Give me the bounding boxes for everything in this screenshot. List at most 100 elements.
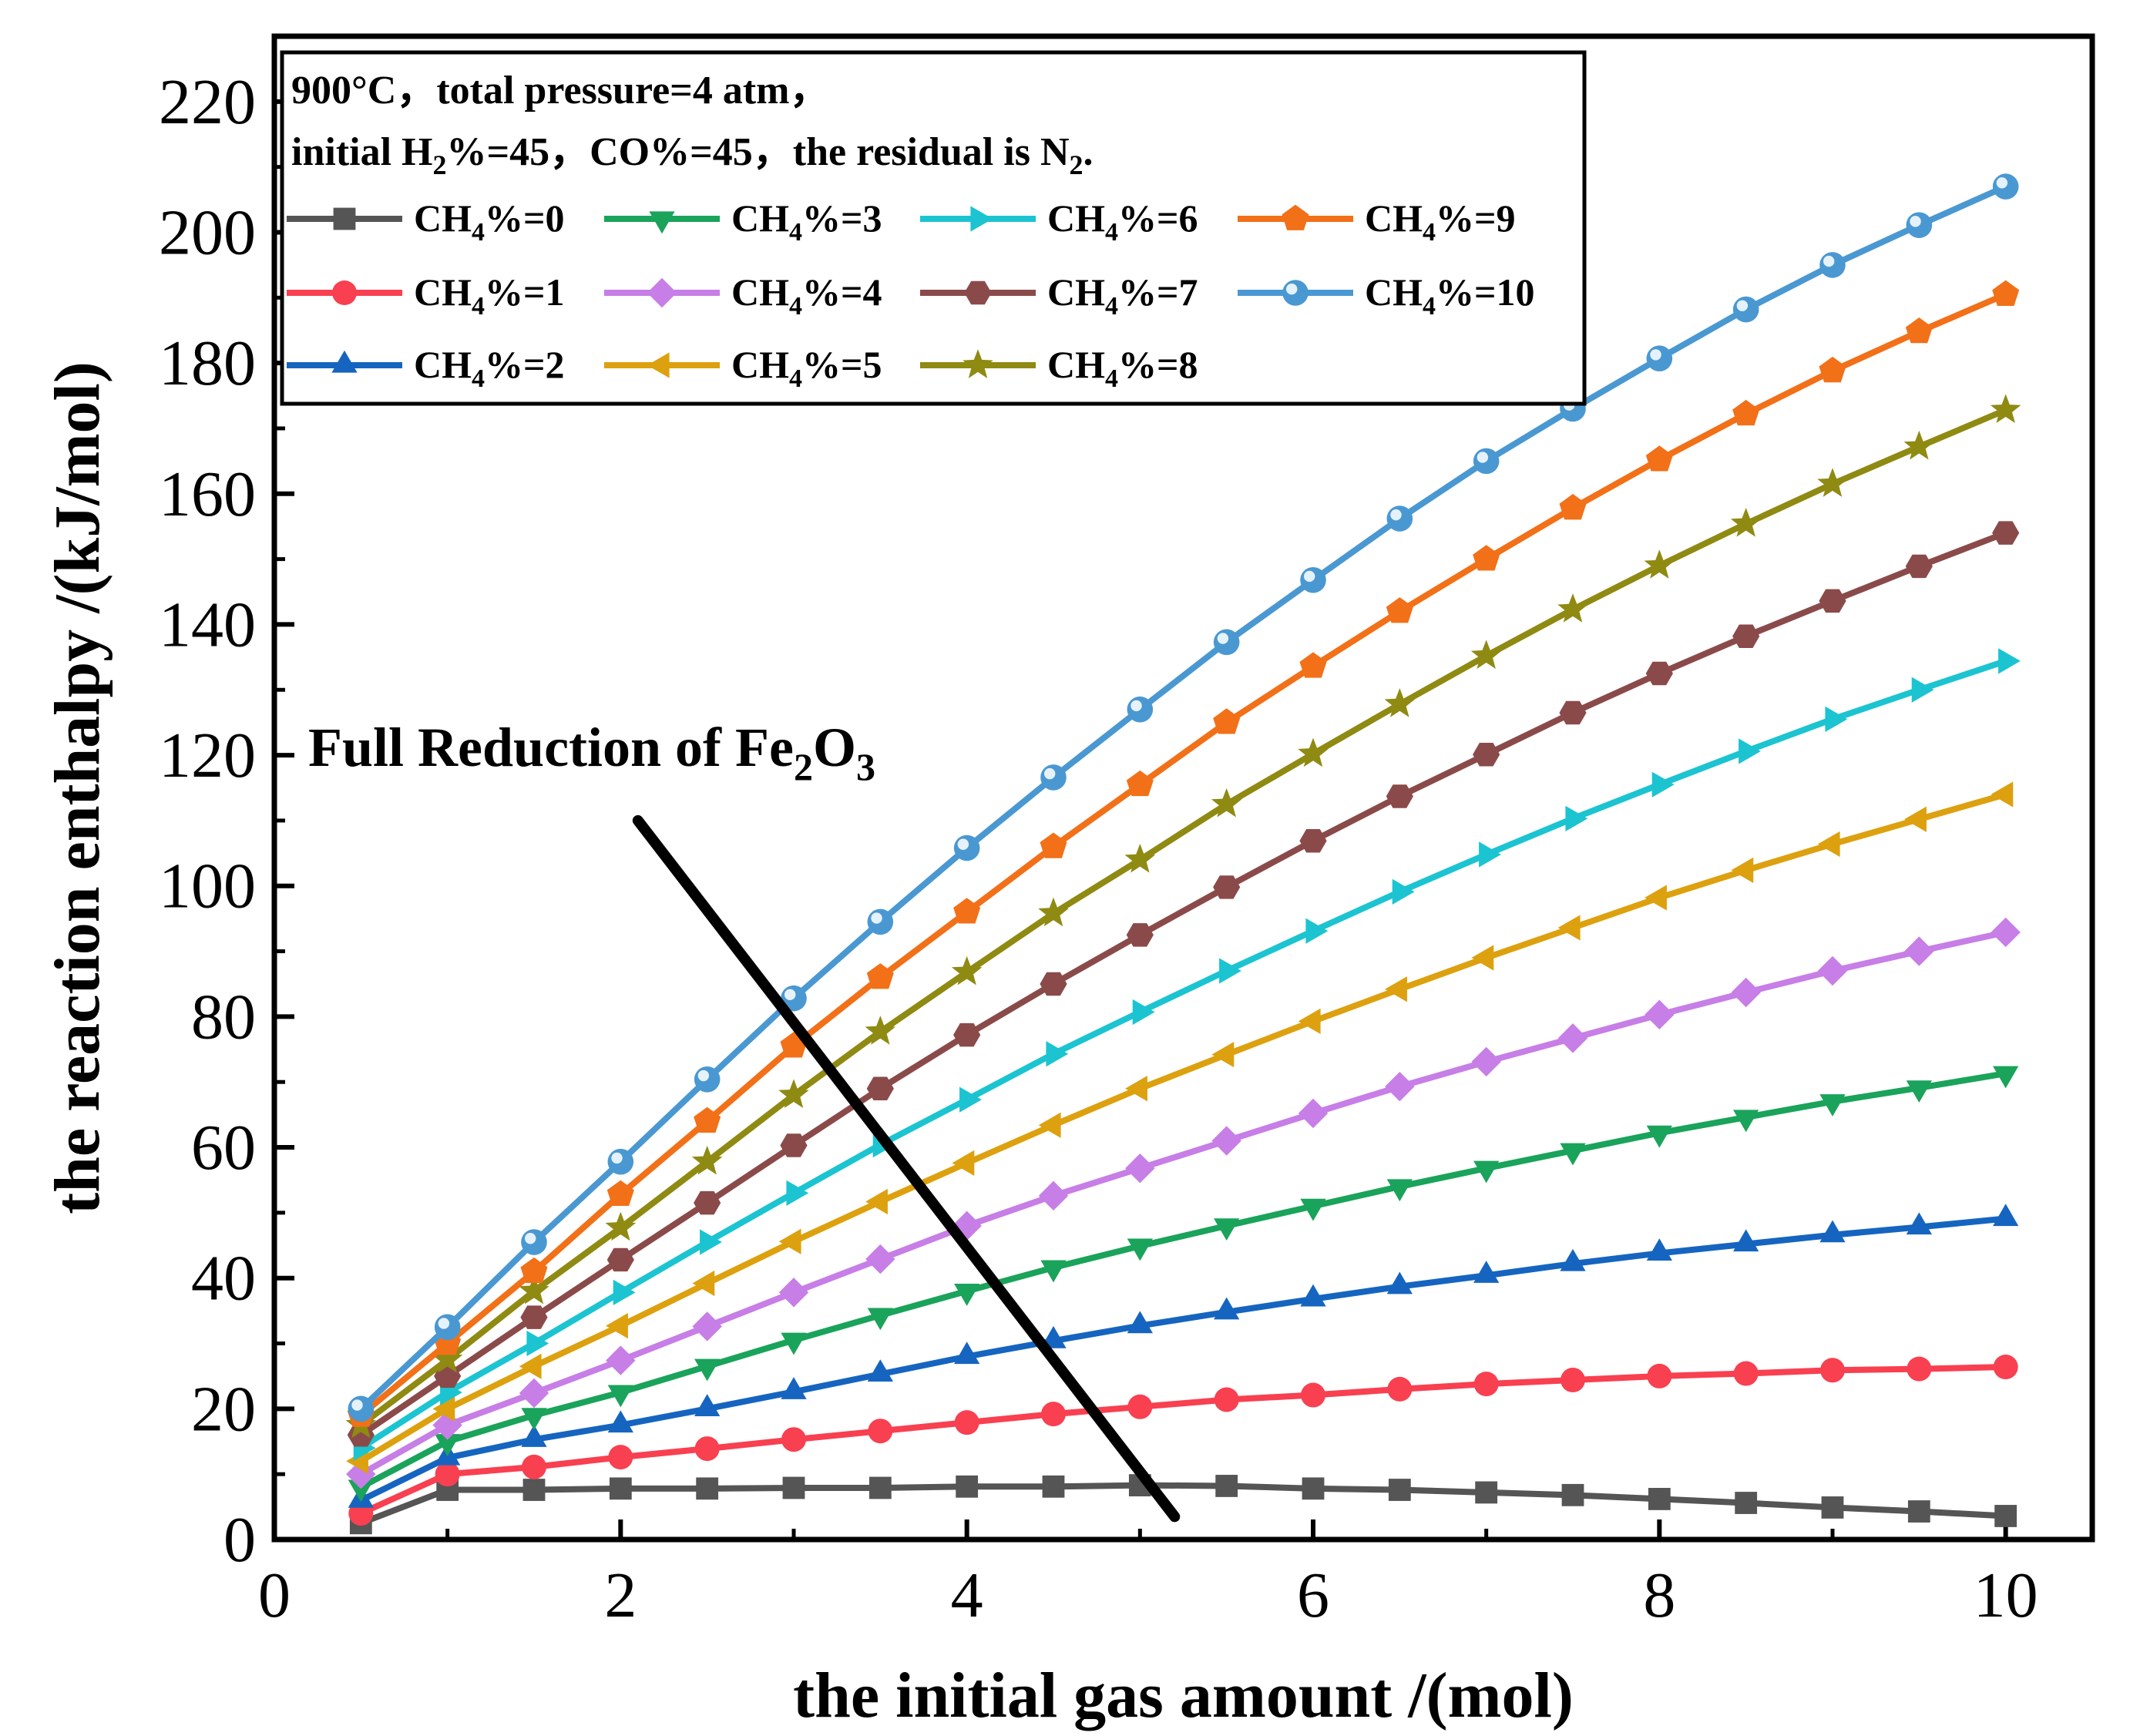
data-point [1125,1076,1147,1102]
data-point [607,1385,633,1408]
data-point [1473,448,1500,475]
data-point [694,1190,721,1215]
x-tick-label: 0 [258,1560,291,1631]
data-point [694,1066,721,1093]
data-point [647,277,677,308]
data-point [865,1244,895,1274]
data-point [953,834,980,861]
data-point [1651,771,1675,797]
legend-label: CH4%=8 [1047,343,1198,393]
data-point [781,1377,807,1399]
data-point [970,206,993,232]
data-point [1819,252,1846,278]
data-point [1125,1153,1155,1184]
legend-entry: CH4%=3 [604,196,882,247]
data-point [526,1330,549,1357]
series [349,1474,2017,1535]
data-point [1214,1387,1239,1412]
data-point [1557,915,1581,941]
data-point [1819,356,1846,383]
data-point [1038,1180,1069,1211]
data-point [606,1345,636,1375]
data-point [1386,505,1413,532]
data-point [694,1106,721,1133]
data-point [1127,696,1154,723]
data-point [332,280,357,305]
data-point [1299,828,1327,853]
data-point [952,1150,975,1177]
legend: 900°C，total pressure=4 atm， initial H2%=… [280,50,1587,406]
data-point [778,1278,809,1308]
data-point [954,1284,980,1306]
data-point [1644,549,1675,579]
data-point [1739,738,1761,764]
y-tick-label: 60 [191,1112,256,1184]
data-point [956,1475,979,1498]
legend-label: CH4%=4 [731,270,882,321]
data-point [1298,1008,1321,1034]
legend-entry: CH4%=0 [287,196,565,247]
data-point [1124,844,1156,873]
data-point [1386,597,1413,623]
data-point [1825,706,1848,733]
data-point [1992,280,2020,306]
data-point [1992,173,2019,200]
data-point [694,1394,721,1416]
data-point [1646,345,1673,371]
data-point [781,1427,806,1452]
data-point [865,1016,896,1045]
data-point [1731,857,1754,884]
data-point [1733,1361,1759,1386]
data-point [1473,1372,1499,1397]
data-point [647,352,670,378]
series [353,648,2021,1461]
data-point [1215,1475,1238,1497]
legend-entry: CH4%=5 [604,343,882,393]
data-point [1911,677,1934,703]
data-point [1904,806,1927,832]
data-point [1473,1261,1500,1283]
annotation-layer: Full Reduction of Fe2O3 [308,717,1181,1523]
data-point [1559,700,1587,725]
legend-box [280,50,1587,406]
data-point [1392,878,1415,905]
data-point [781,1332,807,1355]
data-point [519,1274,549,1305]
x-axis-title: the initial gas amount /(mol) [793,1660,1574,1731]
data-point [1127,1238,1153,1261]
data-point [606,1312,628,1339]
legend-label: CH4%=5 [731,343,882,393]
data-point [1470,640,1502,669]
series-line [358,291,2007,1418]
data-point [1560,1143,1586,1166]
data-point [520,1257,548,1284]
data-point [522,1454,546,1479]
data-point [694,1436,720,1462]
data-point [1388,1479,1411,1501]
data-point [1471,1046,1501,1077]
series-line [359,1482,2006,1526]
data-point [959,1086,982,1113]
data-point [1732,624,1760,648]
series [348,173,2019,1422]
data-point [1132,999,1155,1026]
legend-label: CH4%=9 [1365,196,1516,247]
x-tick-label: 10 [1974,1560,2038,1631]
y-tick-label: 140 [159,589,256,660]
data-point [868,1419,893,1444]
series [347,280,2020,1427]
data-point [1645,661,1673,686]
y-tick-label: 0 [223,1504,256,1576]
data-point [1282,280,1309,306]
axes-layer: 0 20 40 60 80 100 120 140 160 180 200 220 0 2 4 6 8 10 the… [42,33,2095,1731]
y-tick-label: 40 [191,1243,256,1315]
data-point [867,1359,893,1382]
data-point [1645,885,1667,911]
series [346,781,2014,1474]
data-point [780,1133,808,1157]
data-point [519,1378,549,1409]
data-point [606,1247,634,1272]
series-layer [345,173,2021,1535]
annotation-line [632,814,1181,1523]
x-tick-label: 2 [604,1560,637,1631]
